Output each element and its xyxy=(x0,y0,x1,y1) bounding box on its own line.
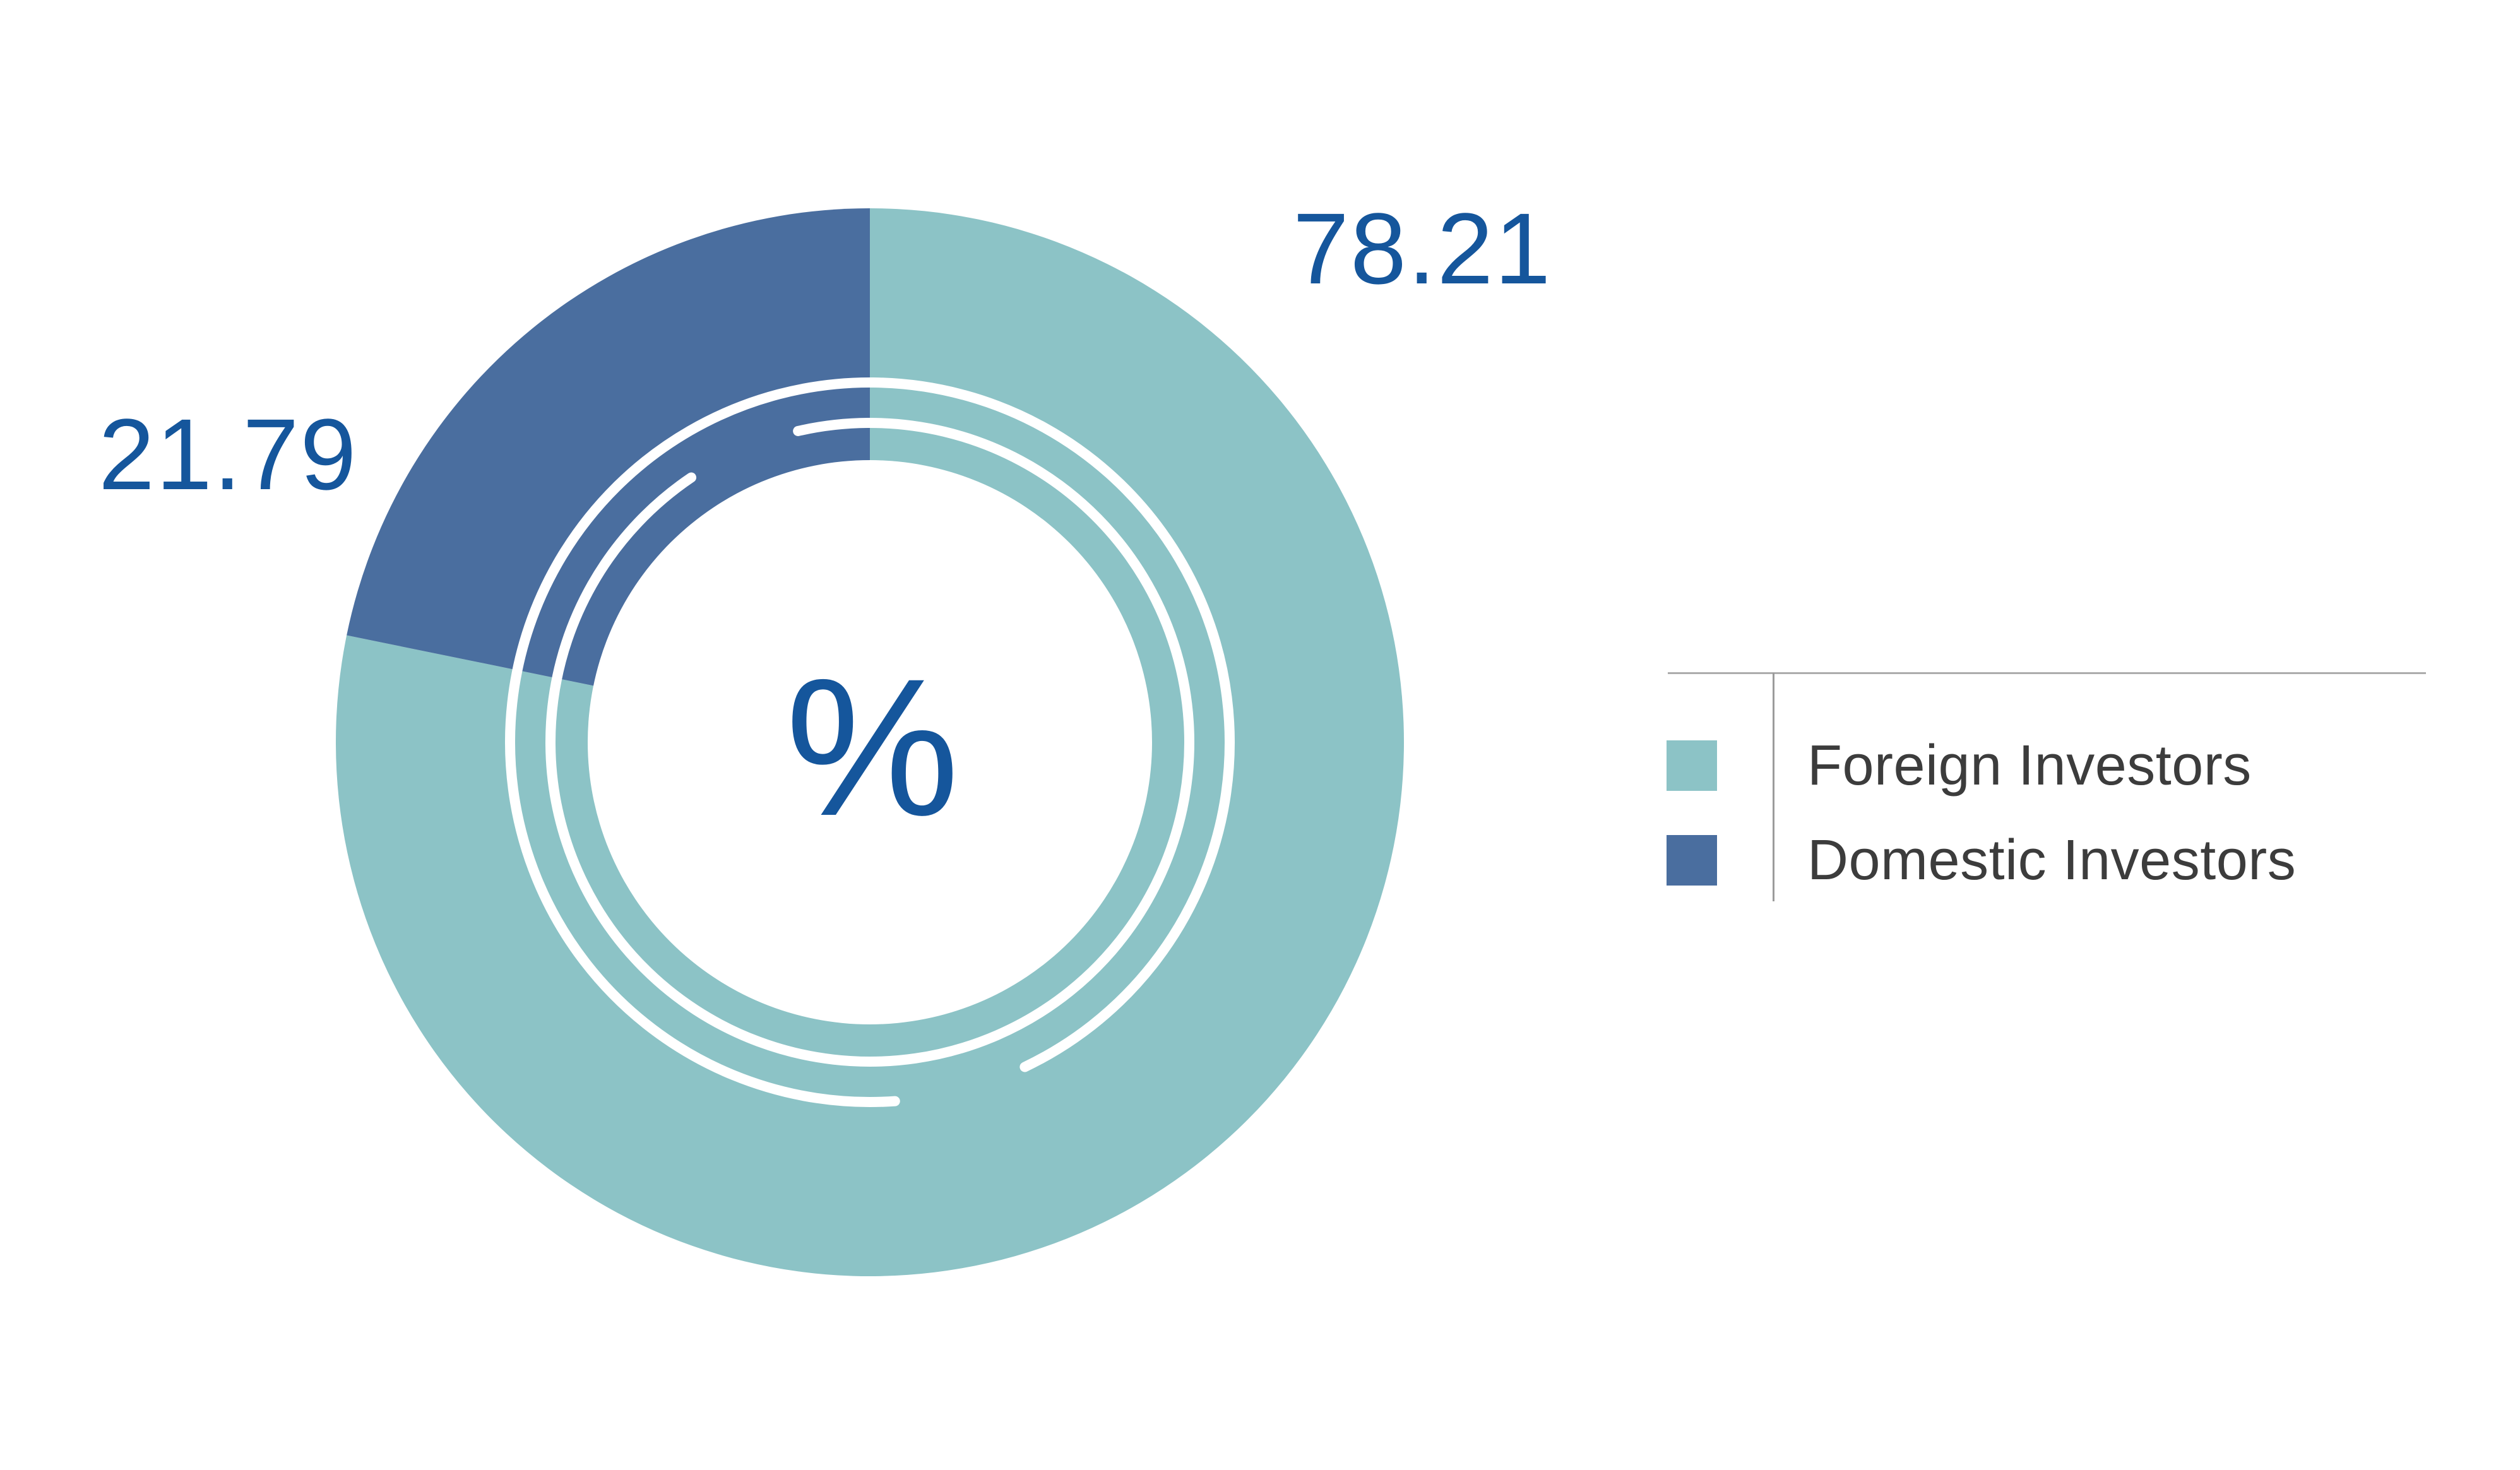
decorative-arc-2 xyxy=(545,418,1194,1067)
decorative-arc-1 xyxy=(505,377,1235,1107)
legend-label-domestic-investors: Domestic Investors xyxy=(1807,829,2297,892)
legend-item-foreign-investors: Foreign Investors xyxy=(1667,734,2252,797)
legend-divider-line xyxy=(1773,673,1774,901)
legend-swatch-domestic-investors xyxy=(1667,835,1717,886)
decorative-inner-arcs xyxy=(505,377,1235,1107)
donut-center-percent-symbol: % xyxy=(785,637,960,857)
legend-top-rule-line xyxy=(1668,672,2426,674)
legend-item-domestic-investors: Domestic Investors xyxy=(1667,829,2297,892)
legend-label-foreign-investors: Foreign Investors xyxy=(1807,734,2252,797)
value-label-domestic-investors: 21.79 xyxy=(98,398,358,511)
donut-hole xyxy=(588,460,1152,1024)
legend-swatch-foreign-investors xyxy=(1667,740,1717,791)
value-label-foreign-investors: 78.21 xyxy=(1293,192,1552,305)
